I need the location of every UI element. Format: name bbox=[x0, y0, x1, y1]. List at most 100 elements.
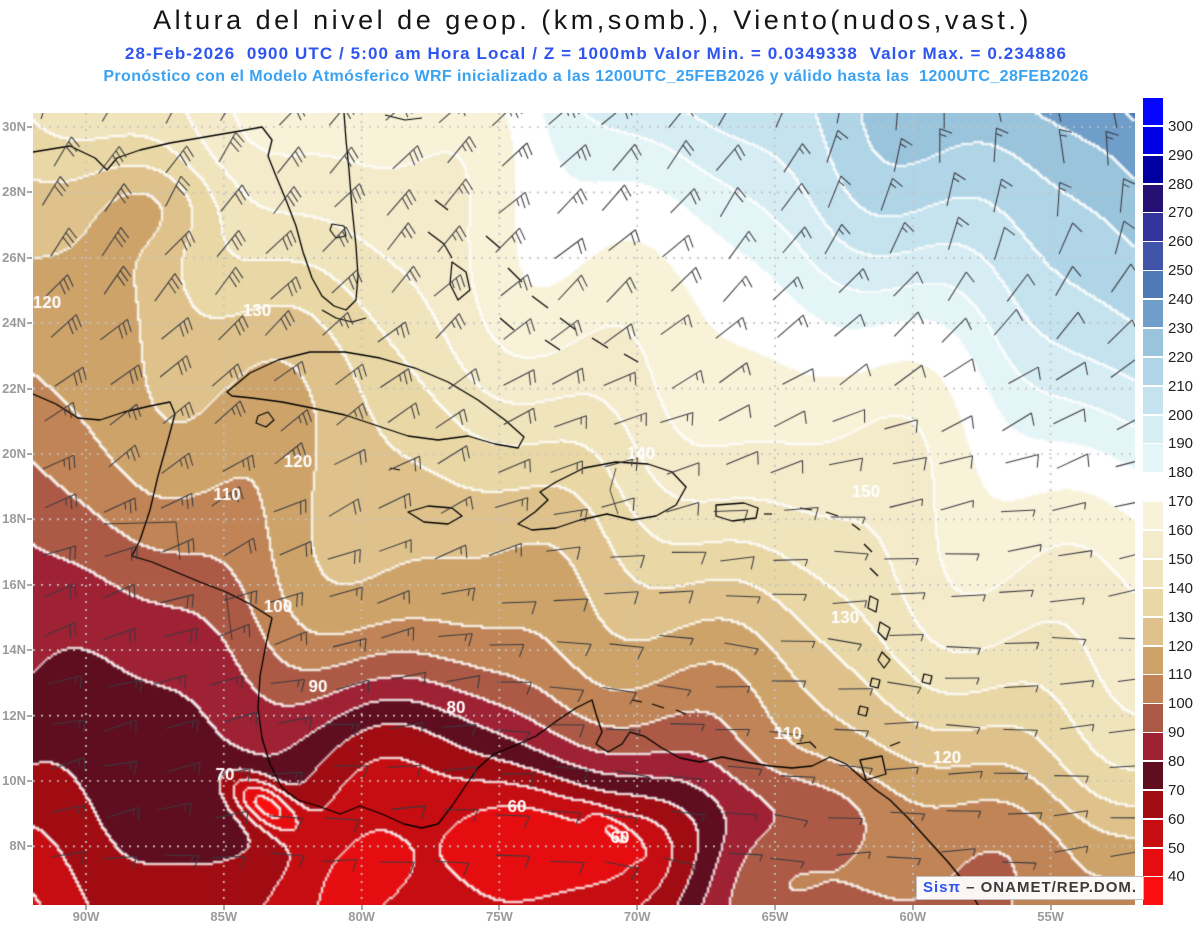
weather-map-canvas bbox=[33, 113, 1135, 905]
watermark-org: – ONAMET/REP.DOM. bbox=[960, 879, 1138, 896]
colorbar-tick-label: 170 bbox=[1168, 493, 1194, 511]
lat-tick-label: 12N bbox=[2, 707, 26, 723]
lat-tick-mark bbox=[27, 126, 32, 128]
lat-tick-mark bbox=[27, 387, 32, 390]
colorbar-tick-label: 280 bbox=[1168, 175, 1194, 193]
colorbar-segment bbox=[1143, 819, 1163, 848]
lat-tick-mark bbox=[27, 256, 32, 259]
colorbar-tick-label: 140 bbox=[1168, 579, 1194, 597]
colorbar-tick-label: 70 bbox=[1168, 781, 1185, 799]
lat-tick-mark bbox=[27, 453, 32, 455]
colorbar-tick-label: 100 bbox=[1168, 695, 1194, 713]
colorbar-tick-label: 120 bbox=[1168, 637, 1194, 655]
lat-tick-label: 10N bbox=[2, 773, 26, 788]
colorbar-segment bbox=[1143, 213, 1163, 241]
lat-tick-label: 26N bbox=[2, 249, 26, 265]
lat-tick-label: 16N bbox=[2, 576, 26, 592]
lon-tick-label: 85W bbox=[210, 909, 238, 924]
lon-tick-label: 60W bbox=[899, 909, 927, 924]
colorbar-segment bbox=[1143, 473, 1163, 501]
lon-tick-label: 90W bbox=[72, 909, 100, 924]
subtitle-validity: 28-Feb-2026 0900 UTC / 5:00 am Hora Loca… bbox=[124, 44, 1068, 63]
colorbar-segment bbox=[1143, 328, 1163, 357]
colorbar-segment bbox=[1143, 617, 1163, 645]
colorbar-segment bbox=[1143, 386, 1163, 414]
lat-tick-mark bbox=[27, 649, 32, 652]
colorbar-segment bbox=[1143, 675, 1163, 703]
colorbar-tick-label: 220 bbox=[1168, 348, 1194, 366]
lat-tick-mark bbox=[27, 845, 32, 848]
lat-tick-mark bbox=[27, 780, 32, 782]
lat-tick-label: 30N bbox=[2, 119, 26, 134]
lon-tick-label: 55W bbox=[1037, 909, 1064, 924]
colorbar-segment bbox=[1143, 155, 1163, 183]
colorbar-segment bbox=[1143, 559, 1163, 588]
lat-tick-label: 20N bbox=[2, 446, 26, 461]
lon-tick-mark bbox=[360, 905, 363, 910]
lat-tick-label: 14N bbox=[2, 642, 26, 658]
lat-tick-mark bbox=[27, 191, 32, 194]
colorbar-segment bbox=[1143, 126, 1163, 155]
colorbar-segment bbox=[1143, 184, 1163, 212]
lat-tick-label: 24N bbox=[2, 315, 26, 331]
colorbar-segment bbox=[1143, 877, 1163, 905]
colorbar-tick-label: 90 bbox=[1168, 724, 1185, 742]
colorbar-segment bbox=[1143, 588, 1163, 617]
lon-tick-label: 65W bbox=[761, 909, 789, 924]
colorbar-tick-label: 80 bbox=[1168, 753, 1185, 770]
colorbar-tick-label: 190 bbox=[1168, 435, 1194, 453]
lat-tick-label: 28N bbox=[2, 184, 26, 200]
subtitle-model: Pronóstico con el Modelo Atmósferico WRF… bbox=[103, 68, 1089, 85]
colorbar-segment bbox=[1143, 502, 1163, 530]
colorbar-segment bbox=[1143, 98, 1163, 126]
colorbar-tick-label: 230 bbox=[1168, 319, 1194, 337]
colorbar-segment bbox=[1143, 415, 1163, 443]
lat-tick-mark bbox=[27, 322, 32, 325]
lon-tick-label: 75W bbox=[486, 909, 513, 924]
colorbar-tick-label: 160 bbox=[1168, 522, 1194, 540]
colorbar-tick-label: 210 bbox=[1168, 377, 1194, 395]
watermark-brand: Sisπ bbox=[922, 879, 961, 896]
lat-tick-label: 18N bbox=[2, 511, 26, 527]
colorbar-segment bbox=[1143, 271, 1163, 299]
lat-tick-mark bbox=[27, 518, 32, 521]
lon-tick-label: 80W bbox=[348, 909, 375, 924]
lon-tick-mark bbox=[1049, 905, 1052, 910]
lon-tick-label: 70W bbox=[623, 909, 651, 924]
colorbar-tick-label: 250 bbox=[1168, 262, 1194, 280]
colorbar-tick-label: 290 bbox=[1168, 146, 1194, 164]
colorbar-segment bbox=[1143, 531, 1163, 559]
colorbar-tick-label: 180 bbox=[1168, 464, 1194, 482]
colorbar-tick-label: 60 bbox=[1168, 810, 1185, 828]
colorbar-segment bbox=[1143, 790, 1163, 819]
colorbar-tick-label: 300 bbox=[1168, 117, 1194, 135]
colorbar-segment bbox=[1143, 357, 1163, 386]
colorbar-tick-label: 130 bbox=[1168, 608, 1194, 626]
colorbar-segment bbox=[1143, 646, 1163, 674]
lon-tick-mark bbox=[911, 905, 914, 910]
lat-tick-label: 8N bbox=[9, 838, 26, 854]
lon-tick-mark bbox=[498, 905, 501, 910]
colorbar-tick-label: 110 bbox=[1168, 666, 1192, 684]
colorbar-tick-label: 150 bbox=[1168, 550, 1194, 568]
colorbar-tick-label: 260 bbox=[1168, 233, 1194, 251]
colorbar-segment bbox=[1143, 733, 1163, 761]
watermark: Sisπ – ONAMET/REP.DOM. bbox=[916, 876, 1144, 900]
colorbar-segment bbox=[1143, 762, 1163, 790]
colorbar-segment bbox=[1143, 242, 1163, 270]
page-title: Altura del nivel de geop. (km,somb.), Vi… bbox=[153, 5, 1032, 35]
colorbar-tick-label: 50 bbox=[1168, 839, 1185, 857]
colorbar-tick-label: 270 bbox=[1168, 204, 1194, 222]
colorbar-segment bbox=[1143, 704, 1163, 732]
lon-tick-mark bbox=[774, 905, 776, 910]
colorbar-segment bbox=[1143, 444, 1163, 472]
lon-tick-mark bbox=[222, 905, 225, 910]
lat-tick-mark bbox=[27, 583, 32, 586]
lat-tick-mark bbox=[27, 714, 32, 717]
colorbar-segment bbox=[1143, 300, 1163, 328]
lon-tick-mark bbox=[85, 905, 87, 910]
lat-tick-label: 22N bbox=[2, 380, 26, 396]
colorbar-segment bbox=[1143, 848, 1163, 876]
lon-tick-mark bbox=[636, 905, 639, 910]
